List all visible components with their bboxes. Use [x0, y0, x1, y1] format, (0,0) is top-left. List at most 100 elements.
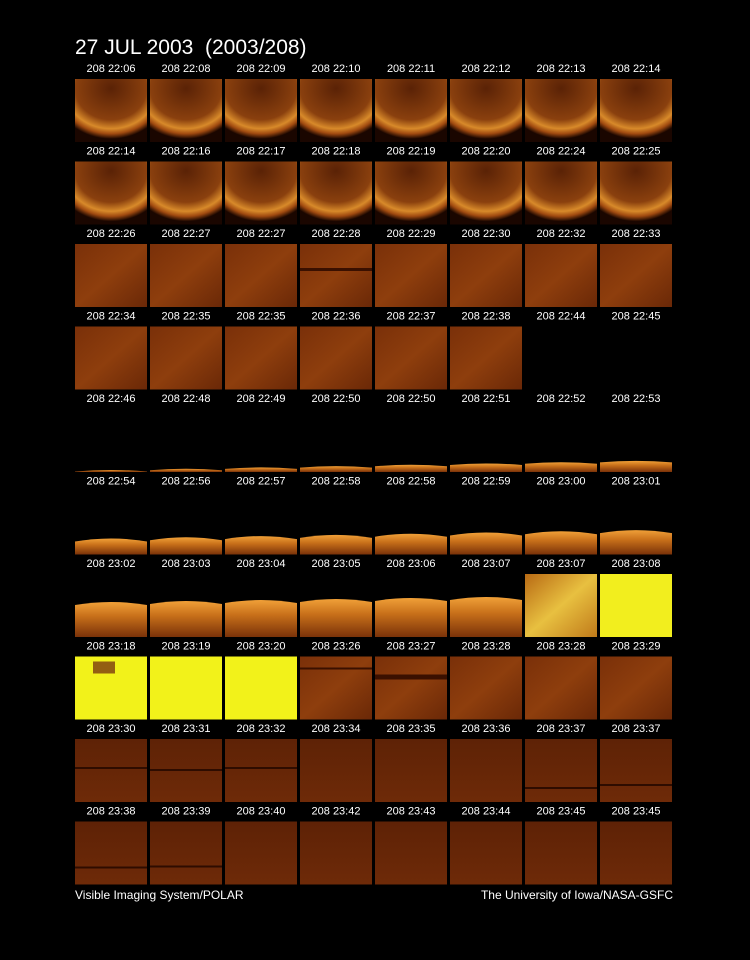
- panel-label: 208 23:36: [462, 723, 511, 735]
- panel-label: 208 23:44: [462, 806, 511, 818]
- panel-image: [150, 161, 222, 225]
- panel-label: 208 22:59: [462, 476, 511, 488]
- panel-label: 208 23:31: [162, 723, 211, 735]
- panel-label: 208 22:17: [237, 146, 286, 158]
- panel-image: [150, 326, 222, 390]
- panel-label: 208 23:37: [612, 723, 661, 735]
- panel-image: [375, 533, 447, 555]
- panel-image: [375, 598, 447, 637]
- panel-label: 208 22:08: [162, 63, 211, 75]
- panel-label: 208 22:20: [462, 146, 511, 158]
- panel-label: 208 22:50: [387, 393, 436, 405]
- panel-image: [300, 161, 372, 225]
- panel-label: 208 22:30: [462, 228, 511, 240]
- panel-streak: [150, 769, 222, 771]
- panel-image: [375, 326, 447, 390]
- panel-image: [225, 79, 297, 142]
- panel-image: [525, 739, 597, 802]
- panel-streak: [300, 268, 372, 271]
- panel-label: 208 22:48: [162, 393, 211, 405]
- panel-streak: [300, 667, 372, 670]
- panel-image: [225, 467, 297, 472]
- panel-label: 208 23:43: [387, 806, 436, 818]
- panel-image: [300, 466, 372, 472]
- panel-streak: [525, 787, 597, 789]
- panel-label: 208 22:16: [162, 146, 211, 158]
- panel-label: 208 22:49: [237, 393, 286, 405]
- panel-spot: [93, 661, 115, 674]
- panel-image: [75, 538, 147, 555]
- panel-label: 208 23:42: [312, 806, 361, 818]
- panel-image: [525, 79, 597, 142]
- panel-label: 208 22:25: [612, 146, 661, 158]
- panel-image: [300, 244, 372, 307]
- panel-label: 208 23:45: [537, 806, 586, 818]
- panel-label: 208 22:50: [312, 393, 361, 405]
- panel-label: 208 22:53: [612, 393, 661, 405]
- panel-image: [225, 821, 297, 885]
- panel-label: 208 23:08: [612, 558, 661, 570]
- panel-label: 208 23:35: [387, 723, 436, 735]
- panel-image: [600, 574, 672, 637]
- panel-streak: [225, 767, 297, 769]
- panel-label: 208 22:57: [237, 476, 286, 488]
- panel-label: 208 22:36: [312, 311, 361, 323]
- panel-image: [300, 79, 372, 142]
- panel-image: [75, 244, 147, 307]
- panel-image: [150, 79, 222, 142]
- panel-image: [300, 534, 372, 555]
- panel-label: 208 23:18: [87, 641, 136, 653]
- panel-image: [150, 656, 222, 720]
- panel-image: [75, 161, 147, 225]
- panel-label: 208 22:51: [462, 393, 511, 405]
- panel-image: [225, 739, 297, 802]
- panel-image: [375, 656, 447, 720]
- panel-label: 208 22:45: [612, 311, 661, 323]
- panel-label: 208 22:56: [162, 476, 211, 488]
- panel-label: 208 23:03: [162, 558, 211, 570]
- panel-image: [450, 326, 522, 390]
- panel-image: [525, 531, 597, 555]
- panel-image: [450, 597, 522, 637]
- panel-label: 208 23:04: [237, 558, 286, 570]
- panel-label: 208 23:07: [462, 558, 511, 570]
- panel-label: 208 22:06: [87, 63, 136, 75]
- panel-image: [600, 656, 672, 720]
- panel-image: [375, 821, 447, 885]
- panel-label: 208 23:30: [87, 723, 136, 735]
- panel-label: 208 23:27: [387, 641, 436, 653]
- panel-image: [225, 536, 297, 555]
- panel-label: 208 22:13: [537, 63, 586, 75]
- panel-image: [300, 656, 372, 720]
- panel-image: [300, 599, 372, 637]
- panel-image: [75, 326, 147, 390]
- panel-image: [300, 739, 372, 802]
- panel-label: 208 22:18: [312, 146, 361, 158]
- panel-image: [225, 244, 297, 307]
- panel-label: 208 23:40: [237, 806, 286, 818]
- panel-image: [375, 161, 447, 225]
- panel-image: [600, 244, 672, 307]
- panel-label: 208 23:05: [312, 558, 361, 570]
- panel-image: [450, 463, 522, 472]
- panel-image: [150, 244, 222, 307]
- panel-image: [450, 739, 522, 802]
- panel-image: [600, 79, 672, 142]
- panel-label: 208 23:29: [612, 641, 661, 653]
- panel-label: 208 22:28: [312, 228, 361, 240]
- panel-image: [375, 464, 447, 472]
- panel-label: 208 23:06: [387, 558, 436, 570]
- panel-label: 208 22:37: [387, 311, 436, 323]
- panel-image: [600, 530, 672, 555]
- panel-image: [600, 460, 672, 472]
- panel-image: [600, 821, 672, 885]
- panel-label: 208 22:35: [162, 311, 211, 323]
- panel-label: 208 23:45: [612, 806, 661, 818]
- panel-image: [450, 244, 522, 307]
- panel-label: 208 22:52: [537, 393, 586, 405]
- panel-label: 208 22:14: [87, 146, 136, 158]
- panel-streak: [375, 674, 447, 680]
- panel-label: 208 22:58: [387, 476, 436, 488]
- panel-label: 208 22:24: [537, 146, 586, 158]
- footer-right: The University of Iowa/NASA-GSFC: [481, 888, 673, 902]
